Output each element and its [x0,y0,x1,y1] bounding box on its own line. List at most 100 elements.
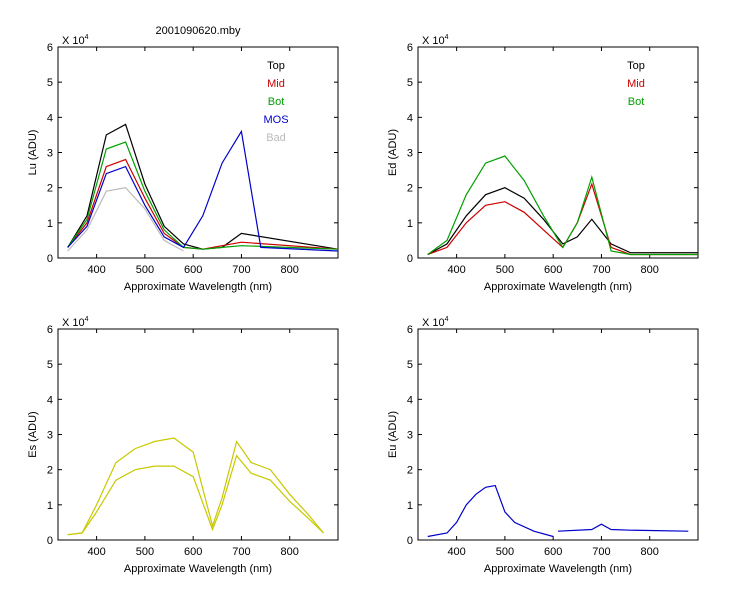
series-line-bad [67,187,184,252]
x-tick-label: 500 [136,546,154,558]
x-tick-label: 500 [136,264,154,276]
series-line-series-1 [427,484,554,538]
x-axis-label: Approximate Wavelength (nm) [124,281,272,293]
figure-title: 2001090620.mby [155,25,241,37]
y-tick-label: 0 [47,253,53,265]
legend-entry-mid: Mid [627,78,645,90]
series-line-bot [67,141,338,250]
y-tick-label: 4 [47,394,53,406]
y-tick-label: 0 [407,253,413,265]
exponent-base: X 10 [422,35,445,47]
y-tick-label: 2 [47,183,53,195]
y-tick-label: 5 [47,359,53,371]
x-tick-label: 400 [87,264,105,276]
exponent-power: 4 [445,316,449,323]
y-tick-label: 1 [407,500,413,512]
y-tick-label: 2 [47,465,53,477]
x-axis-label: Approximate Wavelength (nm) [484,281,632,293]
x-tick-label: 600 [544,264,562,276]
exponent-power: 4 [445,34,449,41]
y-tick-label: 3 [407,430,413,442]
x-tick-label: 500 [496,264,514,276]
series-group [427,484,689,538]
y-tick-label: 6 [407,42,413,54]
y-tick-label: 0 [407,535,413,547]
y-tick-label: 4 [47,112,53,124]
exponent-label: X 104 [422,34,449,47]
series-line-series-2 [557,523,689,532]
series-group [427,155,698,256]
x-tick-label: 600 [544,546,562,558]
series-group [67,437,324,536]
y-tick-label: 3 [47,430,53,442]
x-tick-label: 700 [592,546,610,558]
x-tick-label: 700 [592,264,610,276]
legend-entry-bot: Bot [268,96,285,108]
y-axis-label: Eu (ADU) [387,411,399,458]
y-tick-label: 2 [407,183,413,195]
y-tick-label: 6 [47,42,53,54]
exponent-label: X 104 [62,34,89,47]
y-tick-label: 1 [47,500,53,512]
exponent-base: X 10 [62,317,85,329]
x-tick-label: 800 [641,264,659,276]
legend-entry-bad: Bad [266,132,286,144]
x-tick-label: 400 [447,264,465,276]
series-line-mid [427,182,698,256]
plot-frame [417,328,699,541]
legend-entry-top: Top [267,60,285,72]
plot-frame [417,46,699,259]
x-tick-label: 700 [232,264,250,276]
exponent-label: X 104 [62,316,89,329]
y-axis-label: Es (ADU) [27,411,39,457]
series-line-series-2 [67,454,324,536]
plot-frame [57,328,339,541]
y-tick-label: 6 [47,324,53,336]
y-axis-label: Lu (ADU) [27,130,39,176]
exponent-base: X 10 [422,317,445,329]
y-tick-label: 5 [407,359,413,371]
x-tick-label: 400 [87,546,105,558]
y-tick-label: 3 [407,148,413,160]
y-tick-label: 4 [407,112,413,124]
x-tick-label: 800 [641,546,659,558]
y-tick-label: 0 [47,535,53,547]
exponent-base: X 10 [62,35,85,47]
x-axis-label: Approximate Wavelength (nm) [484,563,632,575]
x-tick-label: 800 [281,546,299,558]
exponent-power: 4 [85,316,89,323]
y-tick-label: 5 [407,77,413,89]
y-tick-label: 1 [47,218,53,230]
legend-entry-mos: MOS [263,114,288,126]
exponent-power: 4 [85,34,89,41]
exponent-label: X 104 [422,316,449,329]
y-tick-label: 1 [407,218,413,230]
x-tick-label: 400 [447,546,465,558]
x-axis-label: Approximate Wavelength (nm) [124,563,272,575]
series-group [67,123,338,252]
y-tick-label: 5 [47,77,53,89]
series-line-mid [67,158,338,250]
y-axis-label: Ed (ADU) [387,129,399,176]
series-line-top [427,187,698,256]
x-tick-label: 600 [184,264,202,276]
series-line-mos [67,129,338,252]
series-line-bot [427,155,698,256]
x-tick-label: 500 [496,546,514,558]
legend-entry-bot: Bot [628,96,645,108]
legend-entry-top: Top [627,60,645,72]
y-tick-label: 4 [407,394,413,406]
x-tick-label: 600 [184,546,202,558]
y-tick-label: 3 [47,148,53,160]
x-tick-label: 700 [232,546,250,558]
y-tick-label: 6 [407,324,413,336]
legend-entry-mid: Mid [267,78,285,90]
series-line-series-1 [67,437,324,536]
y-tick-label: 2 [407,465,413,477]
